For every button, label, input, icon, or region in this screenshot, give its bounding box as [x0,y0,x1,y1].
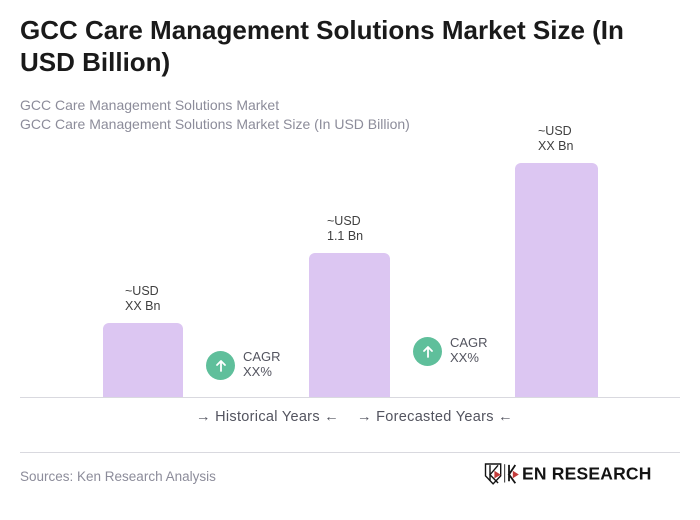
svg-text:EN RESEARCH: EN RESEARCH [522,464,652,484]
